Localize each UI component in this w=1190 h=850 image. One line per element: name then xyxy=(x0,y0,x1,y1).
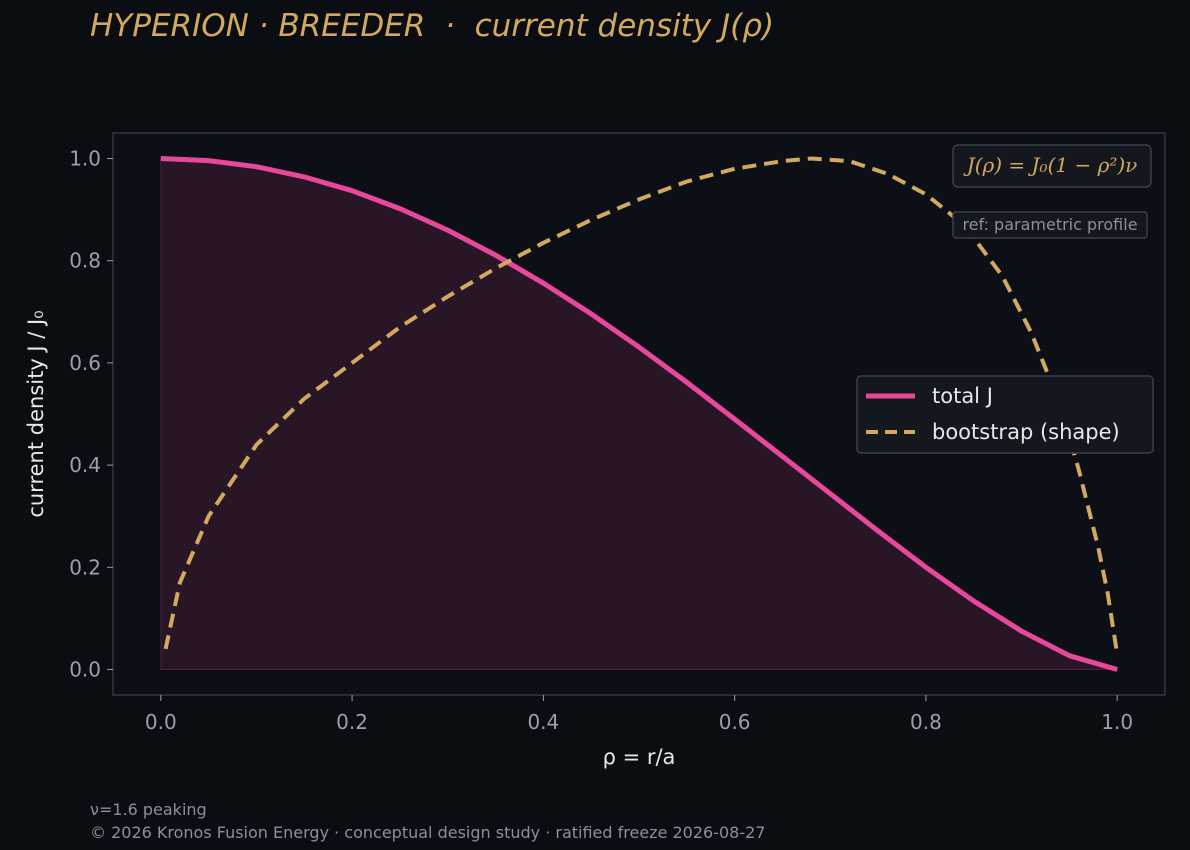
total-j-point xyxy=(495,255,496,256)
x-tick-label: 0.2 xyxy=(336,710,368,734)
x-tick-label: 0.8 xyxy=(910,710,942,734)
footer-note: ν=1.6 peaking xyxy=(90,800,207,819)
bootstrap-point xyxy=(1002,276,1003,277)
x-tick-label: 0.0 xyxy=(145,710,177,734)
bootstrap-point xyxy=(1117,654,1118,655)
y-tick-label: 0.2 xyxy=(69,555,101,579)
formula-text: J(ρ) = J₀(1 − ρ²)ν xyxy=(963,153,1138,177)
bootstrap-point xyxy=(165,649,166,650)
total-j-point xyxy=(591,313,592,314)
bootstrap-point xyxy=(304,398,305,399)
bootstrap-point xyxy=(399,327,400,328)
bootstrap-point xyxy=(447,296,448,297)
y-axis-label: current density J / J₀ xyxy=(24,310,48,517)
bootstrap-point xyxy=(1107,592,1108,593)
bootstrap-point xyxy=(639,199,640,200)
total-j-point xyxy=(782,456,783,457)
total-j-point xyxy=(686,382,687,383)
bootstrap-point xyxy=(1031,332,1032,333)
x-axis-label: ρ = r/a xyxy=(603,745,676,769)
total-j-point xyxy=(973,600,974,601)
footer-copyright: © 2026 Kronos Fusion Energy · conceptual… xyxy=(90,823,766,842)
bootstrap-point xyxy=(811,158,812,159)
bootstrap-point xyxy=(734,168,735,169)
ref-annotation: ref: parametric profile xyxy=(952,211,1148,239)
total-j-point xyxy=(543,283,544,284)
total-j-point xyxy=(399,208,400,209)
y-tick-label: 0.4 xyxy=(69,453,101,477)
bootstrap-point xyxy=(782,161,783,162)
bootstrap-point xyxy=(591,219,592,220)
page-title: HYPERION · BREEDER · current density J(ρ… xyxy=(90,8,775,44)
total-j-point xyxy=(925,567,926,568)
total-j-point xyxy=(1117,669,1118,670)
total-j-point xyxy=(352,190,353,191)
bootstrap-point xyxy=(887,173,888,174)
legend-label-bootstrap: bootstrap (shape) xyxy=(932,420,1120,444)
bootstrap-point xyxy=(1078,470,1079,471)
x-tick-label: 0.4 xyxy=(527,710,559,734)
x-tick-label: 0.6 xyxy=(719,710,751,734)
total-j-point xyxy=(878,530,879,531)
total-j-point xyxy=(1021,631,1022,632)
total-j-point xyxy=(208,160,209,161)
bootstrap-point xyxy=(849,161,850,162)
bootstrap-point xyxy=(925,194,926,195)
total-j-point xyxy=(447,230,448,231)
bootstrap-point xyxy=(352,362,353,363)
total-j-point xyxy=(734,419,735,420)
bootstrap-point xyxy=(543,242,544,243)
legend-label-total: total J xyxy=(932,384,993,408)
bootstrap-point xyxy=(686,181,687,182)
ref-text: ref: parametric profile xyxy=(962,215,1137,234)
y-tick-label: 0.6 xyxy=(69,351,101,375)
y-tick-label: 0.8 xyxy=(69,249,101,273)
total-j-point xyxy=(304,176,305,177)
bootstrap-point xyxy=(495,268,496,269)
total-j-point xyxy=(1069,655,1070,656)
x-tick-label: 1.0 xyxy=(1101,710,1133,734)
bootstrap-point xyxy=(179,582,180,583)
total-j-line xyxy=(160,156,1118,672)
total-j-point xyxy=(830,493,831,494)
bootstrap-point xyxy=(256,444,257,445)
bootstrap-point xyxy=(208,516,209,517)
formula-annotation: J(ρ) = J₀(1 − ρ²)ν xyxy=(952,144,1152,188)
y-tick-label: 1.0 xyxy=(69,147,101,171)
total-j-point xyxy=(639,347,640,348)
total-j-point xyxy=(256,166,257,167)
legend: total J bootstrap (shape) xyxy=(856,375,1154,454)
y-tick-label: 0.0 xyxy=(69,657,101,681)
total-j-point xyxy=(160,158,161,159)
bootstrap-point xyxy=(1098,546,1099,547)
